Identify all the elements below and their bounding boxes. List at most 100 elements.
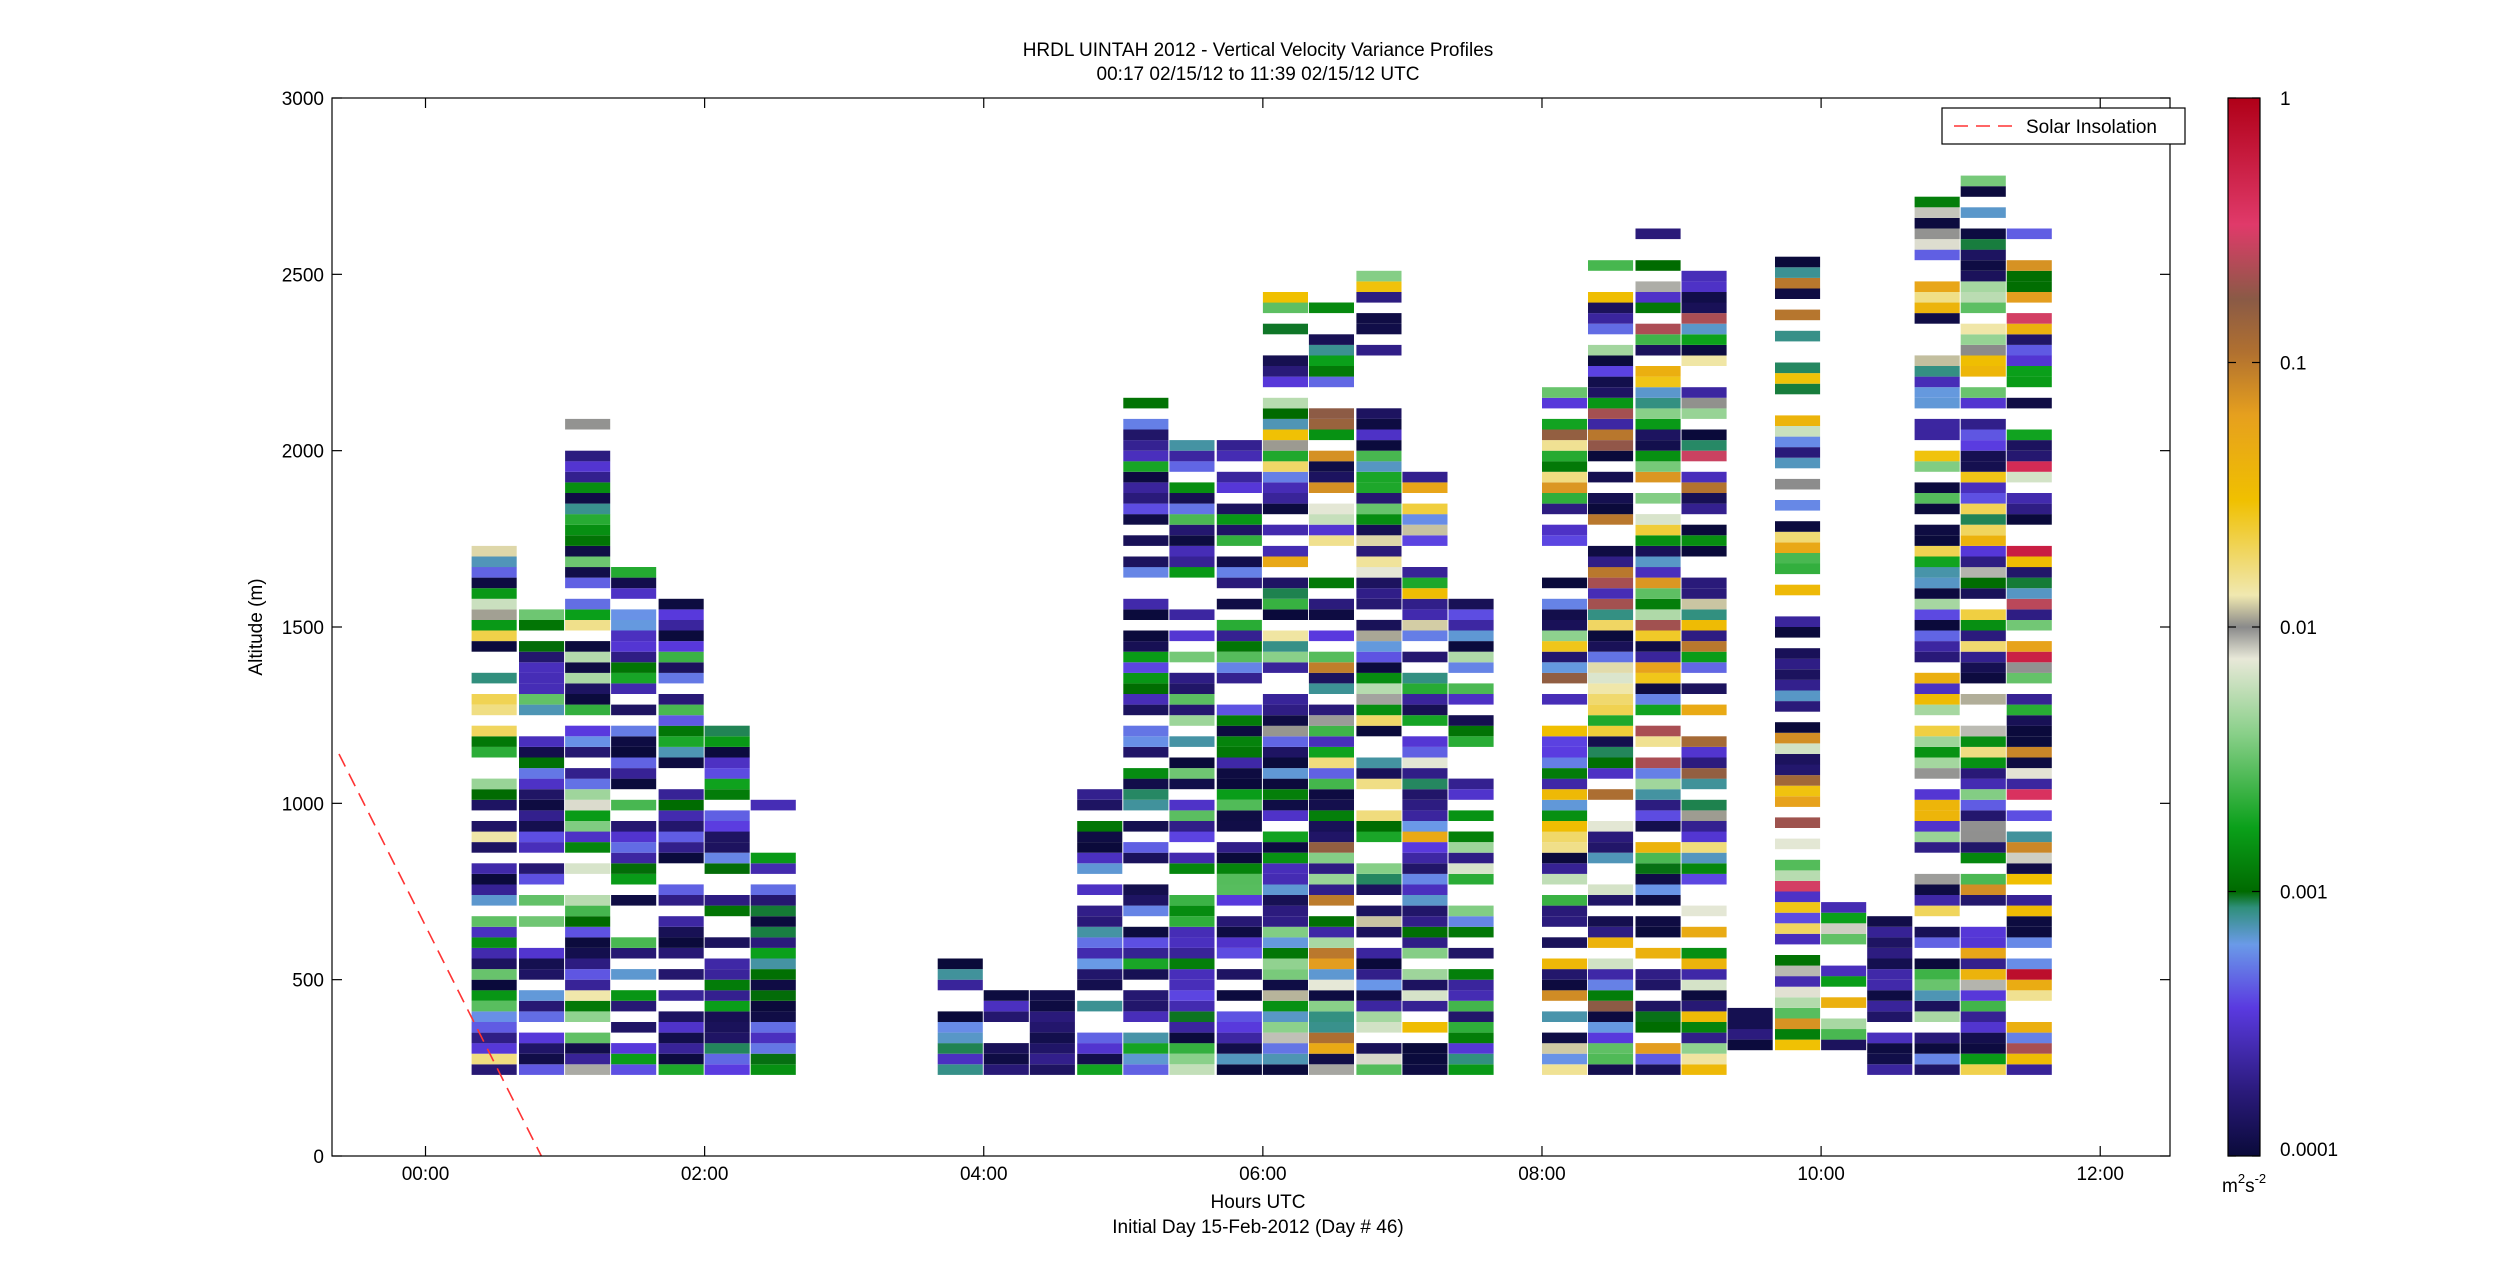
variance-cell — [519, 641, 565, 652]
variance-cell — [1588, 1000, 1634, 1012]
variance-cell — [1960, 969, 2006, 980]
variance-cell — [1308, 768, 1354, 779]
variance-cell — [565, 736, 611, 747]
variance-cell — [1356, 979, 1402, 991]
variance-cell — [1821, 965, 1867, 977]
variance-cell — [1681, 545, 1727, 557]
variance-cell — [1775, 743, 1821, 754]
variance-cell — [1681, 831, 1727, 843]
variance-cell — [1914, 746, 1960, 758]
variance-cell — [1356, 873, 1402, 885]
variance-cell — [1588, 344, 1634, 356]
variance-cell — [1308, 535, 1354, 546]
variance-cell — [1635, 947, 1681, 959]
variance-cell — [1262, 947, 1308, 959]
variance-cell — [1635, 821, 1681, 832]
variance-cell — [519, 672, 565, 684]
variance-cell — [1077, 958, 1123, 970]
variance-cell — [1169, 1053, 1215, 1065]
variance-cell — [1216, 482, 1262, 493]
variance-cell — [1356, 926, 1402, 938]
variance-cell — [1216, 577, 1262, 589]
variance-cell — [565, 651, 611, 663]
variance-cell — [1588, 895, 1634, 906]
variance-cell — [2006, 979, 2052, 991]
variance-cell — [1542, 863, 1588, 874]
variance-cell — [1262, 958, 1308, 970]
variance-cell — [1216, 884, 1262, 895]
variance-cell — [1542, 778, 1588, 790]
variance-cell — [1123, 493, 1169, 504]
variance-cell — [1356, 683, 1402, 694]
variance-cell — [1402, 757, 1448, 769]
variance-cell — [1960, 958, 2006, 970]
variance-cell — [1960, 926, 2006, 938]
variance-cell — [565, 947, 611, 959]
variance-cell — [2006, 926, 2052, 938]
variance-cell — [2006, 292, 2052, 303]
variance-cell — [1169, 567, 1215, 578]
variance-cell — [519, 619, 565, 631]
variance-cell — [937, 969, 983, 980]
variance-cell — [2006, 1064, 2052, 1075]
variance-cell — [1356, 323, 1402, 335]
variance-cell — [1402, 514, 1448, 525]
variance-cell — [1681, 1053, 1727, 1065]
variance-cell — [2006, 789, 2052, 800]
variance-cell — [1542, 873, 1588, 885]
variance-cell — [2006, 355, 2052, 366]
variance-cell — [1635, 281, 1681, 292]
variance-cell — [1262, 662, 1308, 673]
variance-cell — [565, 493, 611, 504]
y-axis: 0 500 1000 1500 2000 2500 3000 — [282, 89, 2170, 1168]
variance-cell — [750, 1032, 796, 1044]
variance-cell — [1216, 450, 1262, 462]
variance-cell — [1262, 397, 1308, 409]
variance-cell — [1448, 863, 1494, 874]
variance-cell — [704, 1064, 750, 1075]
variance-cell — [1775, 447, 1821, 458]
variance-cell — [1867, 916, 1913, 927]
variance-cell — [471, 1053, 517, 1065]
variance-cell — [1775, 1039, 1821, 1051]
variance-cell — [1914, 313, 1960, 324]
variance-cell — [1542, 937, 1588, 948]
variance-cell — [1448, 1032, 1494, 1044]
variance-cell — [1960, 344, 2006, 356]
variance-cell — [1914, 228, 1960, 240]
variance-cell — [1262, 1000, 1308, 1012]
variance-cell — [658, 926, 704, 938]
variance-cell — [2006, 567, 2052, 578]
variance-cell — [2006, 440, 2052, 451]
variance-cell — [1914, 1064, 1960, 1075]
variance-cell — [1681, 302, 1727, 314]
variance-cell — [1448, 1043, 1494, 1054]
variance-cell — [1542, 821, 1588, 832]
colorbar-tick-label: 0.001 — [2280, 883, 2328, 904]
variance-cell — [1588, 937, 1634, 948]
variance-cell — [1681, 979, 1727, 991]
variance-cell — [1635, 926, 1681, 938]
variance-cell — [1262, 450, 1308, 462]
variance-cell — [1262, 355, 1308, 366]
variance-cell — [1914, 450, 1960, 462]
variance-cell — [519, 947, 565, 959]
variance-cell — [704, 937, 750, 948]
variance-cell — [1960, 418, 2006, 430]
variance-cell — [1402, 990, 1448, 1001]
variance-cell — [1588, 672, 1634, 684]
variance-cell — [1588, 958, 1634, 970]
variance-cell — [471, 873, 517, 885]
variance-cell — [1123, 514, 1169, 525]
variance-cell — [1914, 725, 1960, 737]
variance-cell — [704, 1032, 750, 1044]
variance-cell — [565, 990, 611, 1001]
variance-cell — [1681, 969, 1727, 980]
variance-cell — [1448, 662, 1494, 673]
variance-cell — [1867, 990, 1913, 1001]
variance-cell — [1960, 249, 2006, 261]
variance-cell — [1402, 937, 1448, 948]
variance-cell — [1681, 651, 1727, 663]
variance-cell — [1169, 440, 1215, 451]
variance-cell — [1914, 376, 1960, 388]
